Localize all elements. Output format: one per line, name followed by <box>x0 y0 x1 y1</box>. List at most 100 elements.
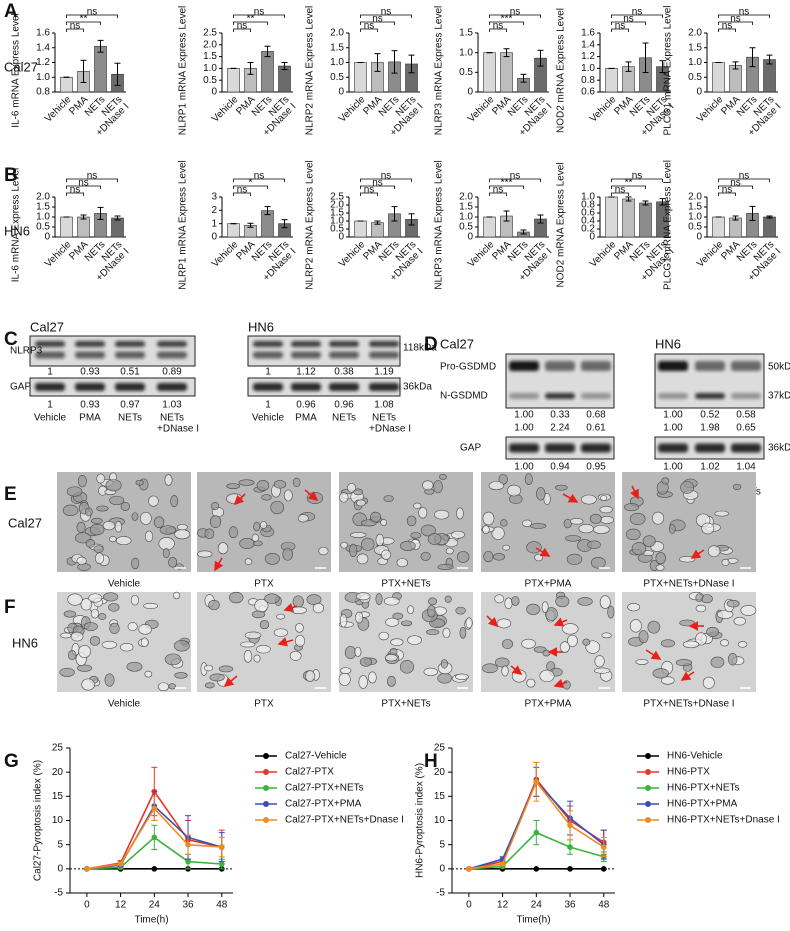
significance-label: ns <box>70 185 81 196</box>
cell <box>264 593 280 604</box>
significance-label: ns <box>493 21 504 32</box>
error-bar <box>281 219 288 229</box>
y-tick-label: 1.0 <box>688 212 702 223</box>
lane-label: NETs <box>332 413 356 424</box>
cell <box>600 495 608 501</box>
significance-bracket <box>718 21 753 25</box>
legend-label: Cal27-Vehicle <box>285 751 347 762</box>
y-tick-label: 5 <box>57 839 63 850</box>
band <box>329 341 359 347</box>
cell <box>593 667 611 674</box>
n-value: 2.24 <box>550 423 570 434</box>
pro-value: 0.33 <box>550 410 570 421</box>
legend-label: HN6-PTX <box>667 767 710 778</box>
cell <box>164 474 173 486</box>
bar <box>605 196 618 238</box>
blot-frame <box>29 377 196 397</box>
x-tick-label: 0 <box>466 900 472 911</box>
cell <box>561 623 579 635</box>
y-axis-label: NOD2 mRNA Express Level <box>556 162 567 287</box>
cell <box>727 652 738 666</box>
cell <box>204 528 215 540</box>
significance-label: ns <box>381 171 392 182</box>
cell <box>444 595 452 603</box>
target-value: 0.38 <box>334 367 354 378</box>
significance-label: ns <box>739 171 750 182</box>
error-bar <box>247 222 254 228</box>
significance-label: ns <box>632 7 643 18</box>
significance-bracket <box>360 28 378 32</box>
bar <box>729 217 742 238</box>
point <box>117 861 124 867</box>
image-label: PTX+NETs+DNase I <box>643 579 734 590</box>
significance-label: ns <box>254 171 265 182</box>
error-bar <box>80 214 87 220</box>
band <box>253 351 283 359</box>
cell <box>501 665 509 677</box>
significance-label: ns <box>70 21 81 32</box>
significance-bracket <box>489 192 507 196</box>
legend-marker <box>645 753 651 759</box>
cell <box>450 530 465 539</box>
cell <box>661 477 670 485</box>
significance-bracket <box>233 21 268 25</box>
y-tick-label: 1.5 <box>36 202 50 213</box>
bar <box>500 52 513 93</box>
cell <box>226 483 241 489</box>
y-tick-label: 0.2 <box>581 224 595 235</box>
bar <box>77 216 90 238</box>
point <box>533 829 540 836</box>
bar <box>227 68 240 93</box>
y-tick-label: 20 <box>434 767 446 778</box>
image-label: PTX+NETs+DNase I <box>643 699 734 710</box>
size-label: 36kDa <box>403 382 432 393</box>
cell-line-label: HN6 <box>655 336 681 351</box>
bar <box>111 217 124 238</box>
significance-bracket <box>489 178 541 182</box>
cell <box>434 509 450 520</box>
y-tick-label: 0 <box>467 87 473 98</box>
significance-bracket <box>718 178 770 182</box>
arrow <box>510 665 523 675</box>
y-tick-label: 1.5 <box>688 42 702 53</box>
cell <box>465 617 473 629</box>
cell <box>706 626 719 637</box>
cell <box>675 659 693 667</box>
band <box>329 351 359 359</box>
cell <box>229 591 244 604</box>
y-tick-label: 20 <box>52 767 64 778</box>
y-axis-label: NLRP2 mRNA Express Level <box>305 6 316 136</box>
cell <box>385 654 398 662</box>
error-bar <box>659 60 666 74</box>
cell <box>256 644 271 654</box>
cell <box>459 626 467 639</box>
cell <box>383 596 400 606</box>
band <box>695 443 725 453</box>
significance-label: ns <box>730 14 741 25</box>
arrow <box>562 493 579 503</box>
lane-label: PMA <box>79 413 101 424</box>
error-bar <box>503 210 510 222</box>
bar <box>94 45 107 93</box>
significance-bracket <box>718 192 736 196</box>
legend-marker <box>645 801 651 807</box>
y-axis-label: PLCG1 mRNA Express Level <box>663 5 674 135</box>
band <box>581 361 611 371</box>
gap-value: 1 <box>265 400 271 411</box>
cell <box>130 594 139 606</box>
cell <box>437 672 452 684</box>
cell <box>270 500 285 515</box>
cell <box>385 617 400 627</box>
cell <box>135 479 144 486</box>
band <box>115 351 145 359</box>
image-label: PTX <box>254 579 274 590</box>
arrow <box>553 617 568 627</box>
cell <box>375 533 385 547</box>
cell <box>566 553 583 565</box>
cell <box>159 525 177 535</box>
cell <box>204 682 215 689</box>
cell <box>273 480 287 489</box>
cell <box>297 514 309 523</box>
cell <box>295 623 304 633</box>
cell <box>721 558 730 566</box>
